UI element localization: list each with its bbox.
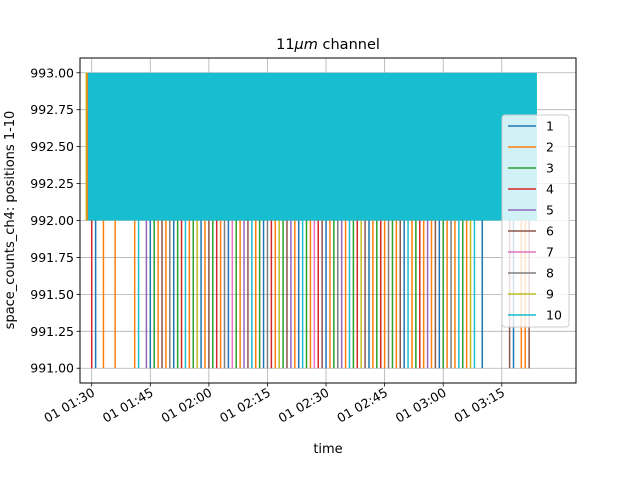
y-tick-label: 992.00 — [30, 213, 74, 228]
legend-label-5: 5 — [546, 203, 554, 218]
legend-label-9: 9 — [546, 287, 554, 302]
legend: 1 2 3 4 5 6 7 8 9 10 — [502, 115, 569, 327]
y-tick-label: 992.75 — [30, 102, 74, 117]
legend-label-6: 6 — [546, 224, 554, 239]
legend-label-4: 4 — [546, 182, 554, 197]
legend-label-1: 1 — [546, 119, 554, 134]
y-tick-label: 991.00 — [30, 361, 74, 376]
legend-label-10: 10 — [546, 308, 562, 323]
legend-label-3: 3 — [546, 161, 554, 176]
legend-label-2: 2 — [546, 140, 554, 155]
y-tick-label: 993.00 — [30, 65, 74, 80]
series-10-band — [88, 73, 537, 221]
chart-title: 11μm channel — [276, 37, 380, 53]
y-tick-label: 991.75 — [30, 250, 74, 265]
y-tick-label: 992.50 — [30, 139, 74, 154]
y-tick-label: 991.50 — [30, 287, 74, 302]
x-axis-label: time — [313, 442, 342, 457]
y-axis-label: space_counts_ch4: positions 1-10 — [3, 111, 18, 330]
legend-label-7: 7 — [546, 245, 554, 260]
y-tick-label: 992.25 — [30, 176, 74, 191]
y-axis: 991.00 991.25 991.50 991.75 992.00 992.25 992.… — [30, 65, 80, 375]
y-tick-label: 991.25 — [30, 324, 74, 339]
legend-label-8: 8 — [546, 266, 554, 281]
